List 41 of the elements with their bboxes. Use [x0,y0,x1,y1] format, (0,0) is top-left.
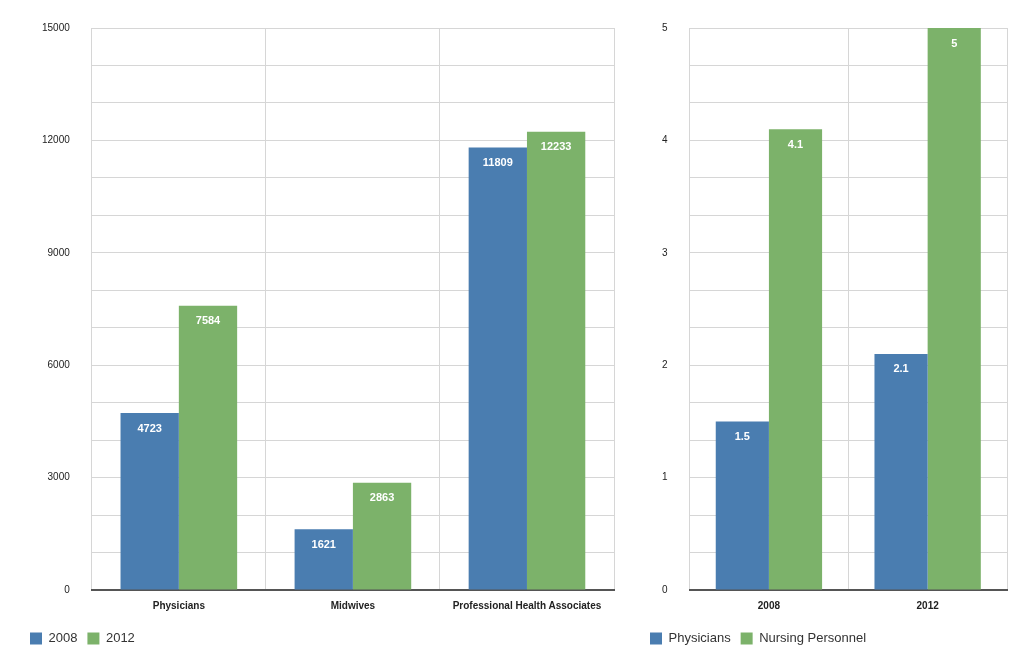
y-tick-label: 6000 [47,358,71,370]
x-tick-label: Midwives [330,599,376,611]
x-tick-label: 2008 [757,599,781,611]
bar [927,28,981,590]
y-tick-label: 3000 [47,471,71,483]
data-label: 7584 [195,314,222,327]
bar [874,353,928,590]
legend-label: 2012 [105,630,135,646]
y-tick-label: 15000 [42,21,71,33]
data-label: 4723 [137,421,162,434]
legend-label: 2008 [48,630,78,646]
data-label: 2.1 [893,362,909,375]
x-tick-label: 2012 [916,599,940,611]
bar [468,147,527,590]
x-tick-label: Physicians [152,599,206,611]
bar [715,421,769,590]
bar [178,305,238,590]
y-tick-label: 5 [662,21,668,33]
y-tick-label: 1 [662,471,668,483]
y-tick-label: 4 [662,134,668,146]
data-label: 1.5 [734,429,750,442]
bar [768,129,823,590]
y-tick-label: 3 [662,246,668,258]
data-label: 2863 [369,491,395,504]
y-tick-label: 0 [64,583,71,595]
data-label: 5 [951,36,958,49]
bar [120,413,179,590]
y-tick-label: 0 [662,583,668,595]
bar [294,529,353,590]
data-label: 1621 [311,537,336,550]
bar [352,482,412,590]
data-label: 4.1 [787,137,804,150]
x-tick-label: Professional Health Associates [452,599,602,611]
data-label: 12233 [540,140,572,153]
legend-label: Physicians [668,630,732,646]
bar [526,131,586,590]
y-tick-label: 12000 [42,134,71,146]
y-tick-label: 2 [662,358,668,370]
data-label: 11809 [482,156,513,169]
y-tick-label: 9000 [47,246,71,258]
legend-label: Nursing Personnel [759,630,867,646]
